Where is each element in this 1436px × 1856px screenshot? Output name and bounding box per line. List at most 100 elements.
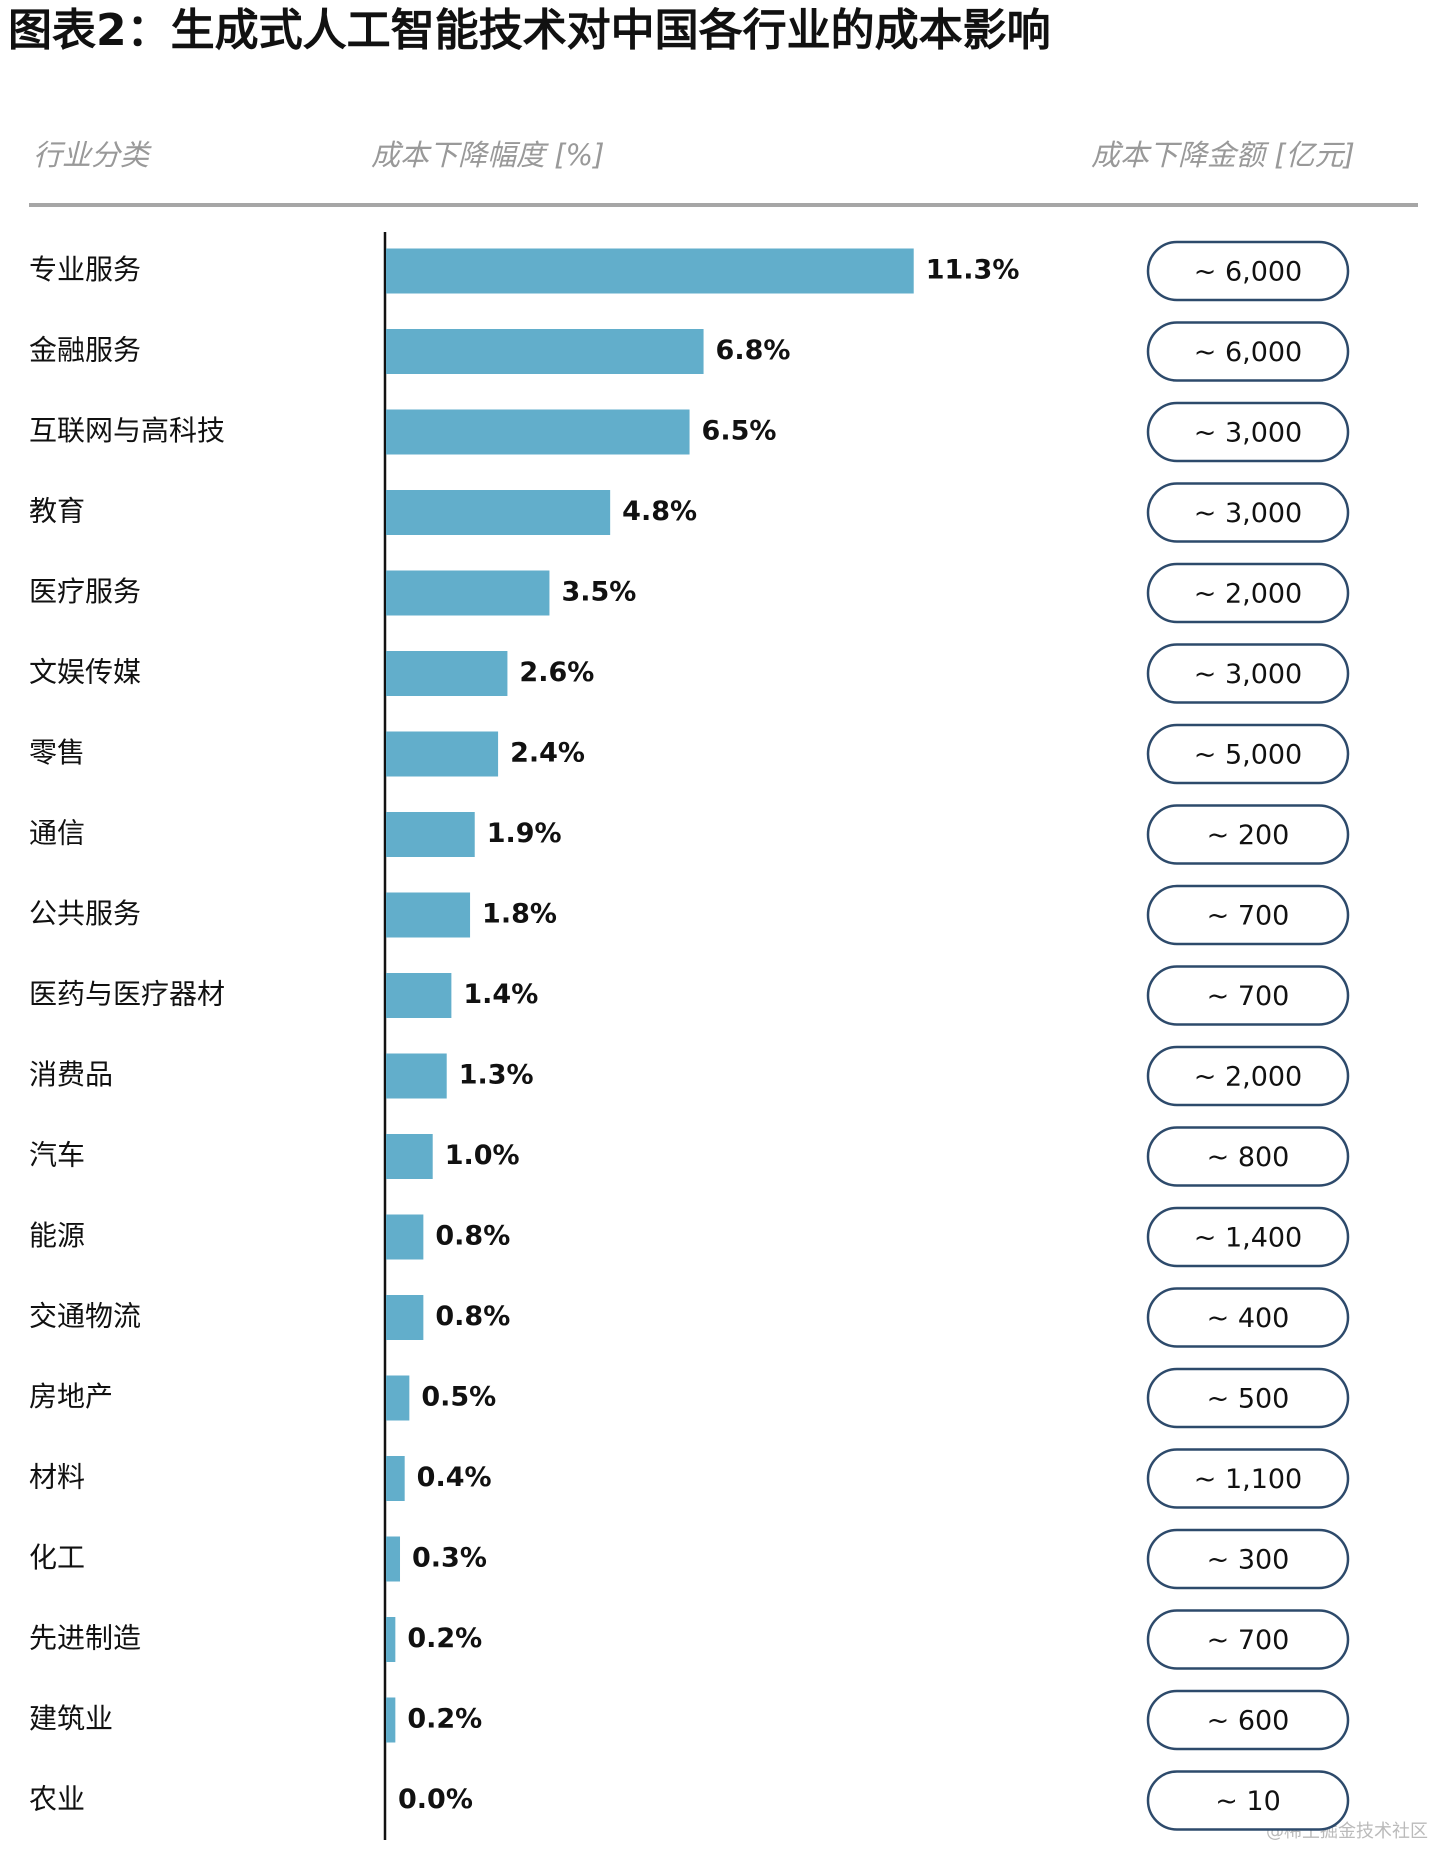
category-label: 汽车 [29,1139,85,1172]
amount-pill [1146,965,1350,1026]
amount-pill [1146,804,1350,865]
bar [386,1697,396,1743]
value-label: 3.5% [561,577,636,608]
value-label: 1.0% [445,1140,520,1171]
bar [386,651,508,696]
amount-pill [1146,1609,1350,1670]
amount-label: ~ 700 [1207,901,1290,932]
amount-pill [1146,240,1350,302]
value-label: 6.5% [702,416,777,447]
category-label: 农业 [29,1783,85,1816]
bar [386,1134,433,1179]
category-label: 房地产 [29,1380,113,1413]
amount-pill [1146,723,1350,785]
value-label: 4.8% [622,496,697,527]
amount-label: ~ 200 [1207,820,1290,851]
amount-pill [1146,1206,1350,1268]
amount-pill [1146,1126,1350,1187]
bar [386,1375,410,1421]
category-label: 建筑业 [29,1702,113,1735]
amount-label: ~ 2,000 [1194,579,1303,610]
amount-label: ~ 600 [1207,1706,1290,1737]
category-label: 公共服务 [29,897,141,930]
amount-label: ~ 6,000 [1194,337,1303,368]
category-label: 医疗服务 [29,575,141,608]
bar [386,1053,447,1099]
bar [386,1214,424,1260]
value-label: 0.2% [407,1623,482,1654]
bar [386,248,914,294]
category-label: 零售 [29,736,85,769]
value-label: 0.8% [435,1221,510,1252]
amount-pill [1146,1367,1350,1429]
bar [386,490,611,535]
category-label: 先进制造 [29,1622,141,1655]
amount-pill [1146,1287,1350,1348]
category-label: 能源 [29,1219,85,1252]
category-label: 金融服务 [29,334,141,367]
bar [386,1617,396,1662]
amount-label: ~ 3,000 [1194,418,1303,449]
category-label: 互联网与高科技 [29,414,225,447]
value-label: 0.8% [435,1301,510,1332]
amount-label: ~ 500 [1207,1384,1290,1415]
category-label: 化工 [29,1541,85,1574]
value-label: 0.3% [412,1543,487,1574]
value-label: 0.0% [398,1784,473,1815]
amount-label: ~ 400 [1207,1303,1290,1334]
amount-label: ~ 300 [1207,1545,1290,1576]
amount-pill [1146,1045,1350,1107]
category-label: 消费品 [29,1058,113,1091]
amount-pill [1146,1448,1350,1509]
category-label: 通信 [29,817,85,850]
value-label: 0.2% [407,1704,482,1735]
bar [386,1536,401,1582]
amount-pill [1146,482,1350,543]
category-label: 材料 [29,1461,85,1494]
amount-label: ~ 3,000 [1194,659,1303,690]
bar [386,731,499,777]
category-label: 文娱传媒 [29,656,141,689]
category-label: 教育 [29,495,85,528]
value-label: 2.6% [519,657,594,688]
amount-pill [1146,884,1350,946]
value-label: 0.5% [421,1382,496,1413]
amount-label: ~ 700 [1207,1625,1290,1656]
value-label: 1.3% [459,1060,534,1091]
amount-pill [1146,643,1350,704]
bar [386,1295,424,1340]
amount-label: ~ 6,000 [1194,257,1303,288]
value-label: 1.9% [487,818,562,849]
amount-label: ~ 700 [1207,981,1290,1012]
bar [386,812,475,857]
column-header: 成本下降金额 [亿元] [1091,138,1355,172]
value-label: 1.4% [463,979,538,1010]
amount-label: ~ 1,400 [1194,1223,1303,1254]
column-header: 成本下降幅度 [%] [371,138,604,172]
amount-pill [1146,1689,1350,1751]
chart-title: 图表2：生成式人工智能技术对中国各行业的成本影响 [8,5,1051,56]
category-label: 交通物流 [29,1300,141,1333]
bar [386,973,452,1018]
column-header: 行业分类 [33,138,152,172]
amount-pill [1146,321,1350,382]
value-label: 2.4% [510,738,585,769]
amount-label: ~ 1,100 [1194,1464,1303,1495]
value-label: 1.8% [482,899,557,930]
category-label: 专业服务 [29,253,141,286]
amount-label: ~ 10 [1215,1786,1281,1817]
value-label: 11.3% [926,255,1020,286]
amount-label: ~ 5,000 [1194,740,1303,771]
amount-label: ~ 3,000 [1194,498,1303,529]
amount-pill [1146,1770,1350,1831]
value-label: 0.4% [417,1462,492,1493]
bar [386,329,704,374]
bar [386,892,471,938]
amount-pill [1146,401,1350,463]
amount-label: ~ 800 [1207,1142,1290,1173]
amount-pill [1146,1528,1350,1590]
value-label: 6.8% [716,335,791,366]
bar [386,409,690,455]
category-label: 医药与医疗器材 [29,978,225,1011]
